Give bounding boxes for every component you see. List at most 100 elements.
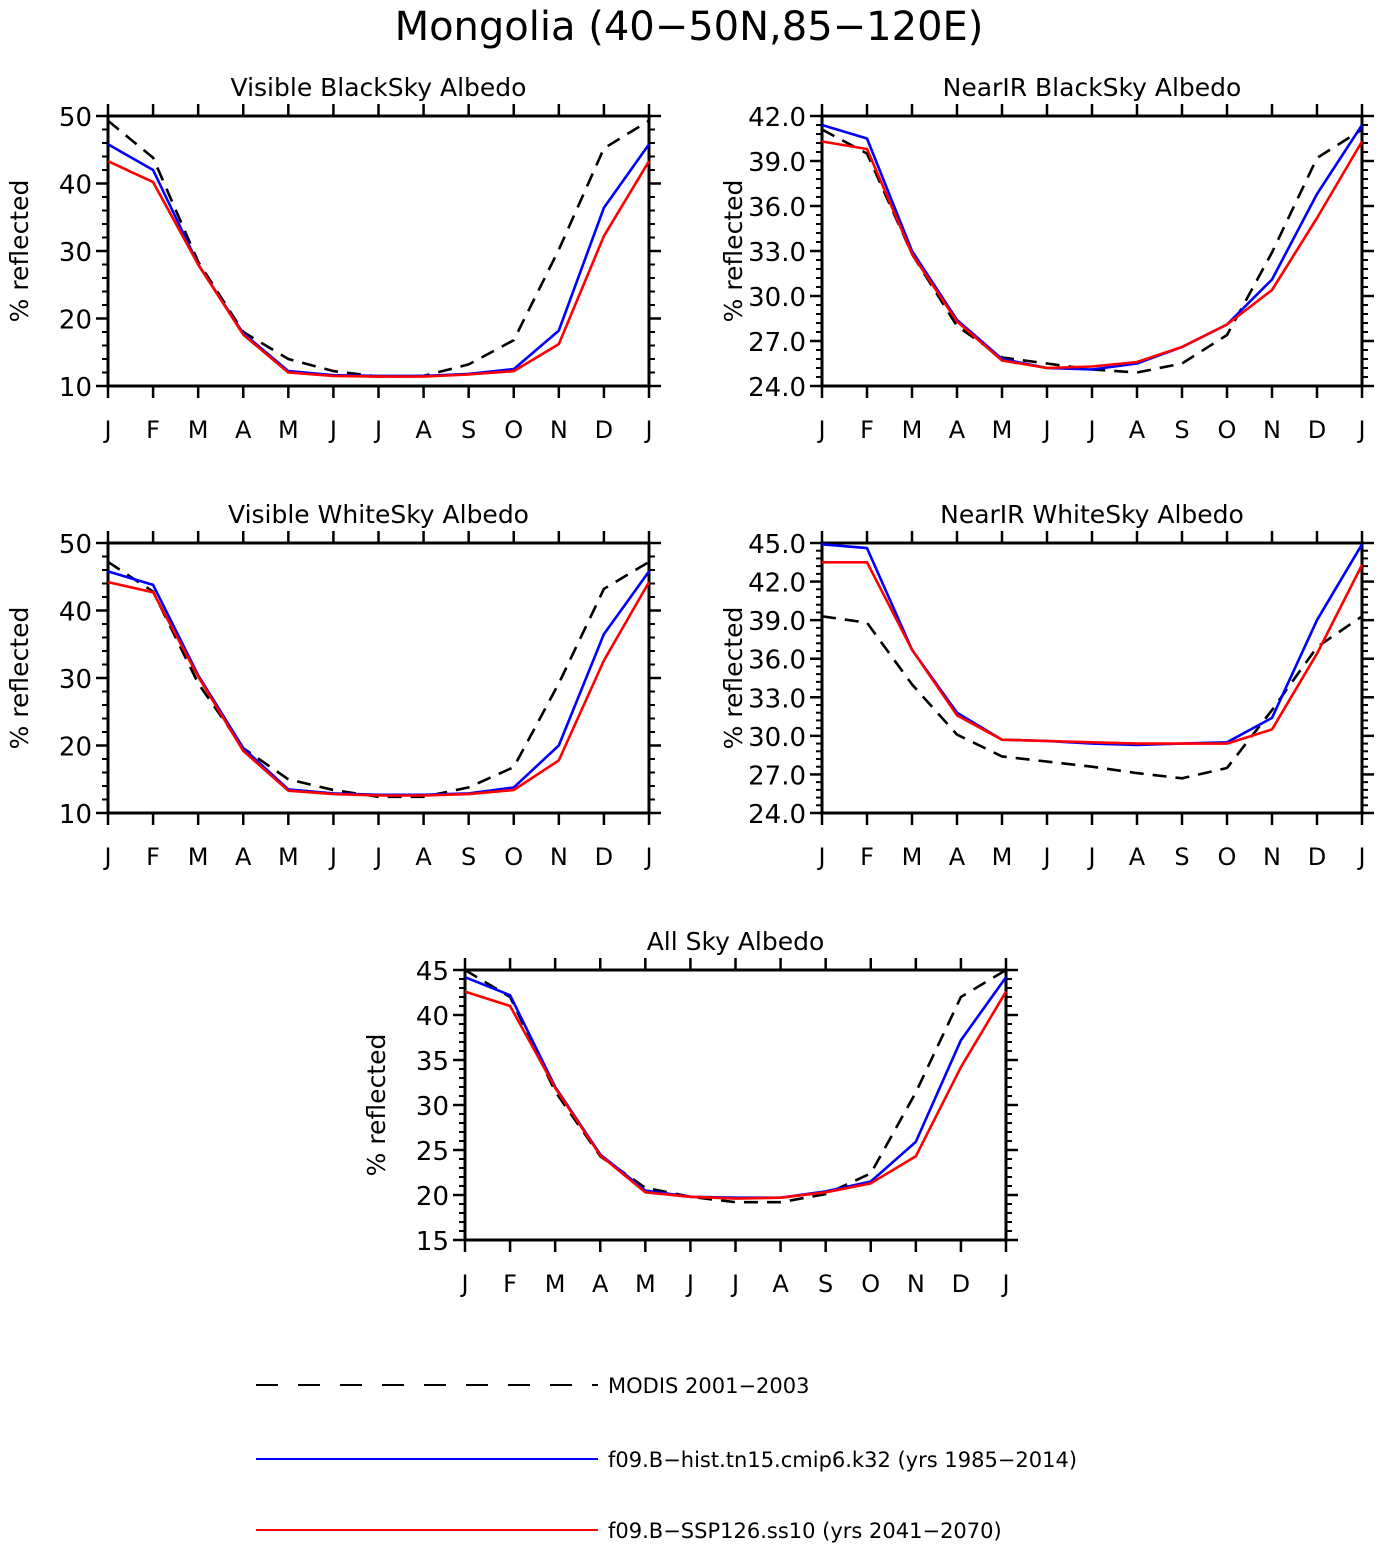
series-line-modis [821,128,1363,374]
y-tick-label: 40 [59,598,92,628]
x-tick-label: N [550,416,568,444]
y-tick-label: 10 [59,800,92,830]
x-tick-label: J [1086,416,1095,444]
y-tick-label: 40 [59,171,92,201]
y-axis-label: % reflected [362,1034,391,1177]
y-axis-label: % reflected [5,607,34,750]
panel-title: NearIR WhiteSky Albedo [940,500,1244,529]
x-tick-label: D [595,843,613,871]
x-tick-label: J [1086,843,1095,871]
x-tick-label: J [328,416,337,444]
y-tick-label: 33.0 [748,684,806,714]
x-tick-label: N [907,1270,925,1298]
x-tick-label: M [902,843,923,871]
x-tick-label: F [860,843,874,871]
y-tick-label: 36.0 [748,646,806,676]
y-tick-label: 30.0 [748,723,806,753]
x-tick-label: J [1041,843,1050,871]
series-line-ssp [107,160,651,378]
y-tick-label: 15 [416,1227,449,1257]
x-tick-label: S [818,1270,833,1298]
legend-label-modis: MODIS 2001−2003 [608,1374,810,1398]
x-tick-label: A [415,843,432,871]
y-tick-label: 50 [59,530,92,560]
series-line-ssp [107,580,651,797]
x-tick-label: J [102,843,111,871]
x-tick-label: J [1000,1270,1009,1298]
x-tick-label: N [550,843,568,871]
x-tick-label: J [373,843,382,871]
series-line-ssp [821,140,1364,370]
series-line-hist [107,570,651,797]
panel-title: NearIR BlackSky Albedo [943,73,1242,102]
y-tick-label: 30 [59,238,92,268]
x-tick-label: J [1356,416,1365,444]
series-line-ssp [464,990,1008,1200]
x-tick-label: A [415,416,432,444]
x-tick-label: J [816,843,825,871]
x-tick-label: O [1218,416,1237,444]
legend-label-hist: f09.B−hist.tn15.cmip6.k32 (yrs 1985−2014… [608,1448,1077,1472]
y-tick-label: 30.0 [748,283,806,313]
x-tick-label: M [902,416,923,444]
x-tick-label: S [461,416,476,444]
x-tick-label: J [730,1270,739,1298]
y-tick-label: 27.0 [748,328,806,358]
plot-frame [106,114,651,388]
series-line-modis [821,615,1363,780]
x-tick-label: A [949,843,966,871]
y-tick-label: 39.0 [748,148,806,178]
x-tick-label: F [860,416,874,444]
x-tick-label: M [278,416,299,444]
y-tick-label: 39.0 [748,607,806,637]
panel-title: Visible WhiteSky Albedo [228,500,529,529]
x-tick-label: F [146,416,160,444]
x-tick-label: A [235,416,252,444]
x-tick-label: M [545,1270,566,1298]
y-tick-label: 50 [59,103,92,133]
x-tick-label: O [504,416,523,444]
panel-title: Visible BlackSky Albedo [231,73,527,102]
x-tick-label: D [1308,843,1326,871]
x-tick-label: J [328,843,337,871]
y-tick-label: 20 [59,733,92,763]
y-axis-label: % reflected [719,180,748,323]
series-line-hist [821,123,1364,371]
x-tick-label: M [188,843,209,871]
x-tick-label: A [1129,416,1146,444]
series-line-modis [464,968,1007,1204]
x-tick-label: M [188,416,209,444]
y-tick-label: 40 [416,1002,449,1032]
x-tick-label: F [146,843,160,871]
x-tick-label: J [373,416,382,444]
plot-frame [106,541,651,815]
y-tick-label: 45.0 [748,530,806,560]
x-tick-label: M [992,843,1013,871]
x-tick-label: O [504,843,523,871]
x-tick-label: J [816,416,825,444]
x-tick-label: D [595,416,613,444]
y-tick-label: 20 [416,1182,449,1212]
x-tick-label: A [772,1270,789,1298]
y-tick-label: 33.0 [748,238,806,268]
x-tick-label: J [1041,416,1050,444]
x-tick-label: N [1263,416,1281,444]
y-axis-label: % reflected [719,607,748,750]
y-tick-label: 24.0 [748,373,806,403]
page-title: Mongolia (40−50N,85−120E) [395,4,984,50]
panel-title: All Sky Albedo [647,927,825,956]
y-tick-label: 36.0 [748,193,806,223]
y-tick-label: 10 [59,373,92,403]
x-tick-label: J [643,843,652,871]
y-tick-label: 20 [59,306,92,336]
x-tick-label: M [635,1270,656,1298]
x-tick-label: A [592,1270,609,1298]
y-tick-label: 27.0 [748,761,806,791]
x-tick-label: F [503,1270,517,1298]
x-tick-label: S [1174,843,1189,871]
